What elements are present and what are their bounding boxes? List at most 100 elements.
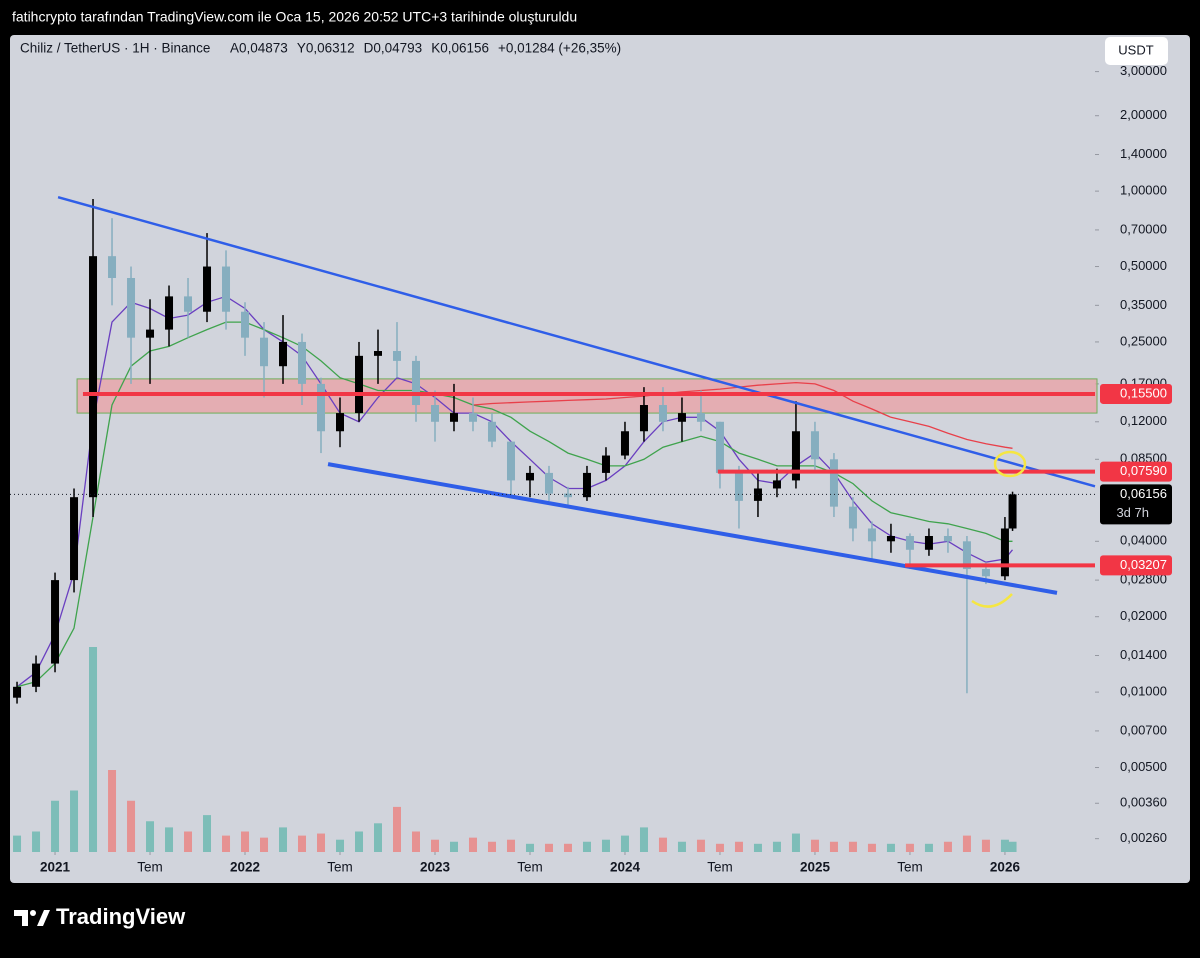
- volume-bar: [829, 841, 838, 852]
- candle-body: [677, 413, 686, 422]
- volume-bar: [468, 837, 477, 852]
- ohlc-value: +0,01284 (+26,35%): [498, 41, 621, 56]
- ohlc-legend: A0,04873 Y0,06312 D0,04793 K0,06156 +0,01284…: [230, 41, 621, 56]
- volume-bar: [696, 839, 705, 852]
- logo-mark: [14, 910, 28, 926]
- candle-body: [810, 431, 819, 460]
- volume-bar: [943, 841, 952, 852]
- level-tag: [1100, 383, 1172, 404]
- candle-body: [89, 256, 98, 498]
- volume-bar: [203, 815, 212, 852]
- x-tick-label: 2025: [800, 860, 831, 875]
- x-tick-label: Tem: [137, 860, 163, 875]
- volume-bar: [791, 833, 800, 852]
- moving-average: [472, 381, 1013, 449]
- volume-bar: [449, 841, 458, 852]
- candle-body: [203, 266, 212, 312]
- candle-body: [525, 472, 534, 481]
- candle-body: [506, 441, 515, 481]
- caption: fatihcrypto tarafından TradingView.com i…: [12, 9, 577, 25]
- candle-body: [355, 355, 364, 414]
- volume-bar: [1000, 839, 1009, 852]
- volume-bar: [924, 843, 933, 852]
- candle-body: [298, 341, 307, 384]
- x-tick-label: Tem: [517, 860, 543, 875]
- currency-label[interactable]: USDT: [1118, 42, 1153, 57]
- y-tick-label: 1,40000: [1120, 146, 1167, 161]
- y-tick-label: 0,00700: [1120, 722, 1167, 737]
- volume-bar: [753, 843, 762, 852]
- candle-body: [639, 405, 648, 432]
- volume-bar: [260, 837, 269, 852]
- volume-bar: [298, 835, 307, 852]
- volume-bar: [317, 833, 326, 852]
- candle-body: [449, 413, 458, 422]
- volume-bar: [620, 835, 629, 852]
- brand: TradingView: [56, 904, 186, 929]
- y-tick-label: 0,25000: [1120, 333, 1167, 348]
- y-tick-label: 0,50000: [1120, 258, 1167, 273]
- volume-bar: [582, 841, 591, 852]
- candle-body: [411, 360, 420, 406]
- x-tick-label: 2024: [610, 860, 641, 875]
- y-tick-label: 2,00000: [1120, 107, 1167, 122]
- candle-body: [658, 405, 667, 422]
- volume-bar: [563, 843, 572, 852]
- candle-body: [468, 413, 477, 422]
- level-label: 0,15500: [1120, 385, 1167, 400]
- y-tick-label: 0,04000: [1120, 533, 1167, 548]
- level-tag: [1100, 555, 1172, 576]
- candle-body: [108, 256, 117, 278]
- volume-bar: [715, 843, 724, 852]
- volume-bar: [886, 843, 895, 852]
- y-tick-label: 0,00260: [1120, 830, 1167, 845]
- volume-bar: [70, 790, 79, 852]
- x-tick-label: Tem: [327, 860, 353, 875]
- ohlc-value: K0,06156: [431, 41, 489, 56]
- level-tag: [1100, 461, 1172, 482]
- highlight-curve: [971, 593, 1013, 608]
- volume-bar: [487, 841, 496, 852]
- y-tick-label: 0,12000: [1120, 413, 1167, 428]
- y-tick-label: 0,02000: [1120, 608, 1167, 623]
- y-tick-label: 1,00000: [1120, 183, 1167, 198]
- y-tick-label: 0,01000: [1120, 684, 1167, 699]
- candle-body: [544, 472, 553, 494]
- x-tick-label: Tem: [707, 860, 733, 875]
- volume-bar: [506, 839, 515, 852]
- countdown: 3d 7h: [1116, 505, 1149, 520]
- x-tick-label: 2023: [420, 860, 451, 875]
- candle-body: [886, 535, 895, 542]
- candle-body: [1008, 494, 1017, 529]
- volume-bar: [184, 831, 193, 852]
- y-tick-label: 3,00000: [1120, 63, 1167, 78]
- volume-bar: [146, 821, 155, 852]
- chart-panel: [10, 35, 1190, 883]
- trendline: [57, 195, 1096, 488]
- candle-body: [70, 497, 79, 581]
- candle-body: [184, 296, 193, 312]
- candle-body: [146, 329, 155, 338]
- candle-body: [981, 569, 990, 577]
- volume-bar: [734, 841, 743, 852]
- y-tick-label: 0,01400: [1120, 647, 1167, 662]
- currency-button[interactable]: [1105, 37, 1168, 65]
- candle-body: [715, 421, 724, 473]
- ohlc-value: Y0,06312: [297, 41, 355, 56]
- volume-bar: [127, 800, 136, 852]
- volume-bar: [373, 823, 382, 852]
- candle-body: [867, 528, 876, 542]
- moving-average: [16, 321, 1013, 688]
- last-price-label: 0,06156: [1120, 486, 1167, 501]
- volume-bar: [848, 841, 857, 852]
- trendline: [327, 462, 1058, 595]
- volume-bar: [962, 835, 971, 852]
- volume-bar: [658, 837, 667, 852]
- volume-bar: [1008, 841, 1017, 852]
- candle-body: [165, 296, 174, 330]
- volume-bar: [677, 841, 686, 852]
- candle-body: [791, 431, 800, 481]
- volume-bar: [13, 835, 22, 852]
- symbol-header: Chiliz / TetherUS · 1H · Binance: [20, 41, 210, 56]
